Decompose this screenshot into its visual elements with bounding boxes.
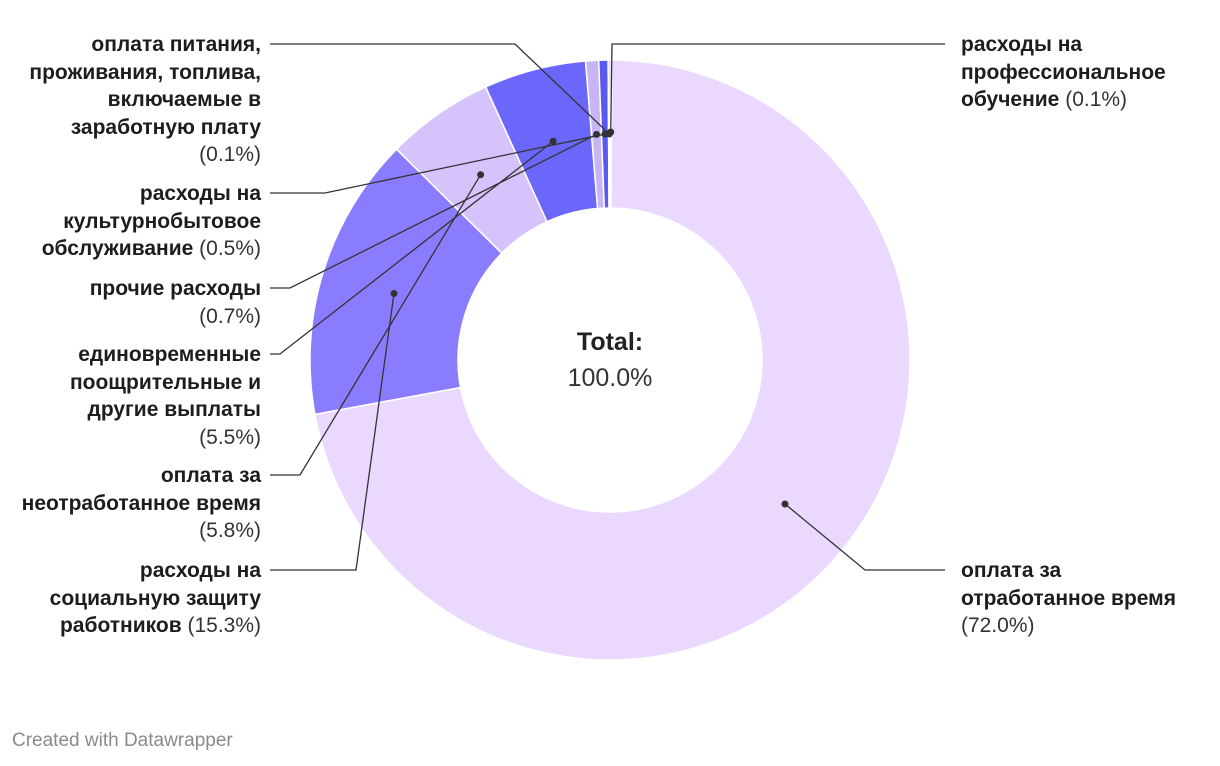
leader-line-7 [270,43,610,135]
label-otrab: оплата за отработанное время (72.0%) [961,557,1211,640]
label-edinovr-pct: (5.5%) [199,425,261,449]
leader-dot-7 [605,130,613,138]
label-neotrab-pct: (5.8%) [199,519,261,542]
label-prof-obuch: расходы на профессиональное обучение (0.… [961,31,1201,114]
label-kultur-pct: (0.5%) [199,237,261,260]
label-neotrab-name: оплата за неотработанное время [21,464,261,515]
leader-dot-2 [390,290,398,298]
leader-line-2 [270,293,395,571]
label-social-pct: (15.3%) [187,614,261,637]
label-prof-obuch-name: расходы на профессиональное обучение [961,33,1166,111]
leader-line-5 [270,133,597,289]
label-kultur-name: расходы на культурнобытовое обслуживание [41,182,261,260]
label-prochie-name: прочие расходы [89,277,261,300]
label-pitanie-name: оплата питания, проживания, топлива, вкл… [29,33,261,139]
label-neotrab: оплата за неотработанное время (5.8%) [8,462,261,545]
leader-line-1 [784,503,945,571]
label-pitanie-pct: (0.1%) [199,143,261,166]
label-prochie-pct: (0.7%) [199,304,261,328]
label-edinovr: единовременные поощрительные и другие вы… [8,341,261,451]
donut-slice-1 [314,59,911,661]
label-social: расходы на социальную защиту работников … [8,557,261,640]
center-total: Total: 100.0% [510,324,710,396]
leader-line-4 [270,140,554,355]
label-otrab-name: оплата за отработанное время [961,559,1176,610]
leader-line-0 [610,43,945,133]
label-prochie: прочие расходы (0.7%) [8,275,261,330]
center-total-value: 100.0% [567,364,653,392]
leader-line-6 [270,133,606,194]
donut-slice-2 [309,148,503,416]
label-pitanie: оплата питания, проживания, топлива, вкл… [8,31,261,169]
credit-text: Created with Datawrapper [12,730,233,751]
label-social-name: расходы на социальную защиту работников [49,559,261,637]
label-kultur: расходы на культурнобытовое обслуживание… [8,180,261,263]
leader-dot-1 [781,500,789,508]
label-otrab-pct: (72.0%) [961,614,1035,637]
leader-dot-3 [477,171,485,179]
label-edinovr-name: единовременные поощрительные и другие вы… [69,343,261,421]
center-total-label: Total: [576,328,644,356]
label-prof-obuch-pct: (0.1%) [1065,88,1128,111]
leader-dot-4 [549,137,557,145]
leader-line-3 [270,174,482,476]
